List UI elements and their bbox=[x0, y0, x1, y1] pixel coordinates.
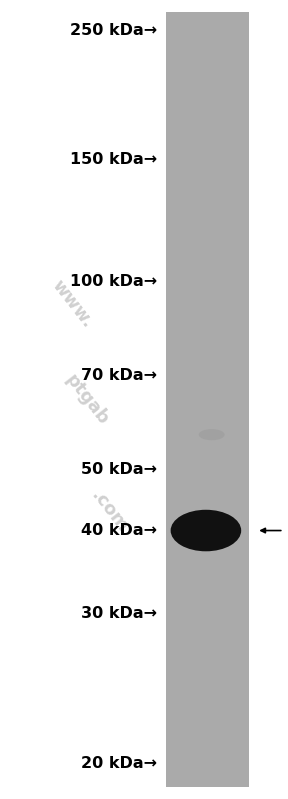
Ellipse shape bbox=[170, 510, 241, 551]
Text: 50 kDa→: 50 kDa→ bbox=[81, 463, 157, 477]
Text: 40 kDa→: 40 kDa→ bbox=[81, 523, 157, 538]
Text: 30 kDa→: 30 kDa→ bbox=[81, 606, 157, 621]
Bar bbox=[166, 12, 249, 787]
Text: 100 kDa→: 100 kDa→ bbox=[70, 274, 157, 288]
Text: 70 kDa→: 70 kDa→ bbox=[81, 368, 157, 383]
Text: ptgab: ptgab bbox=[61, 371, 112, 428]
Text: www.: www. bbox=[48, 276, 96, 331]
Ellipse shape bbox=[199, 429, 225, 440]
Text: .com: .com bbox=[88, 487, 131, 536]
Text: 20 kDa→: 20 kDa→ bbox=[81, 756, 157, 770]
Text: 150 kDa→: 150 kDa→ bbox=[70, 153, 157, 167]
Text: 250 kDa→: 250 kDa→ bbox=[70, 23, 157, 38]
